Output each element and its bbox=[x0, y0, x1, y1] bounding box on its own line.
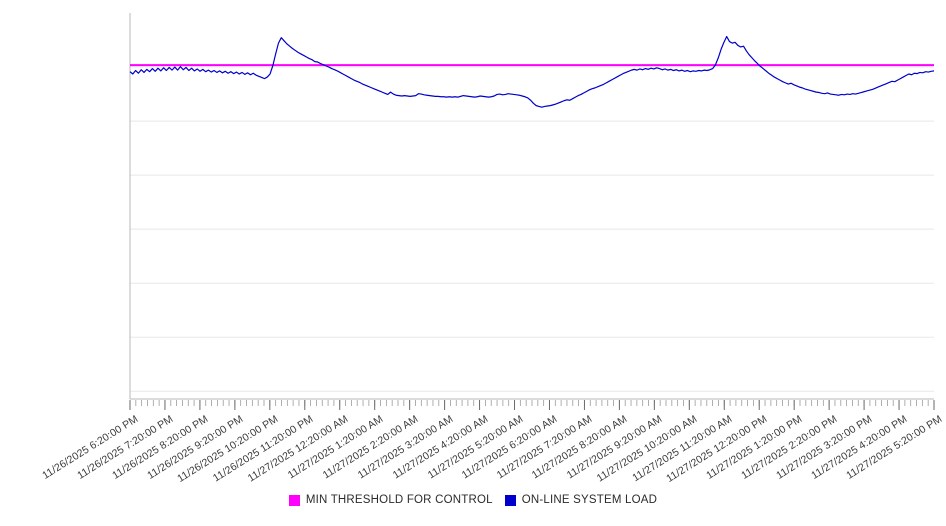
axis-lines bbox=[129, 13, 934, 400]
legend-label-min-threshold: MIN THRESHOLD FOR CONTROL bbox=[305, 494, 493, 506]
legend-item-min-threshold[interactable]: MIN THRESHOLD FOR CONTROL bbox=[288, 494, 493, 506]
chart-legend: MIN THRESHOLD FOR CONTROL ON-LINE SYSTEM… bbox=[0, 494, 946, 506]
x-axis-minor-ticks bbox=[129, 400, 935, 406]
x-axis-major-ticks bbox=[129, 400, 935, 410]
series-online-system-load bbox=[129, 35, 935, 108]
gridlines bbox=[130, 66, 934, 392]
legend-item-online-system-load[interactable]: ON-LINE SYSTEM LOAD bbox=[504, 494, 658, 506]
legend-label-online-system-load: ON-LINE SYSTEM LOAD bbox=[521, 494, 658, 506]
legend-swatch-min-threshold bbox=[288, 494, 300, 506]
legend-swatch-online-system-load bbox=[504, 494, 516, 506]
